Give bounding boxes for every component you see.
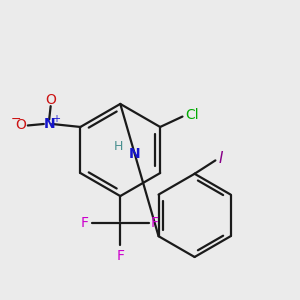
Text: F: F	[81, 216, 89, 230]
Text: −: −	[11, 112, 21, 125]
Text: N: N	[44, 117, 55, 131]
Text: Cl: Cl	[185, 108, 199, 122]
Text: O: O	[45, 93, 56, 107]
Text: F: F	[151, 216, 159, 230]
Text: H: H	[114, 140, 123, 153]
Text: I: I	[218, 152, 223, 166]
Text: +: +	[52, 114, 60, 124]
Text: N: N	[129, 147, 141, 161]
Text: O: O	[16, 118, 26, 133]
Text: F: F	[116, 249, 124, 263]
